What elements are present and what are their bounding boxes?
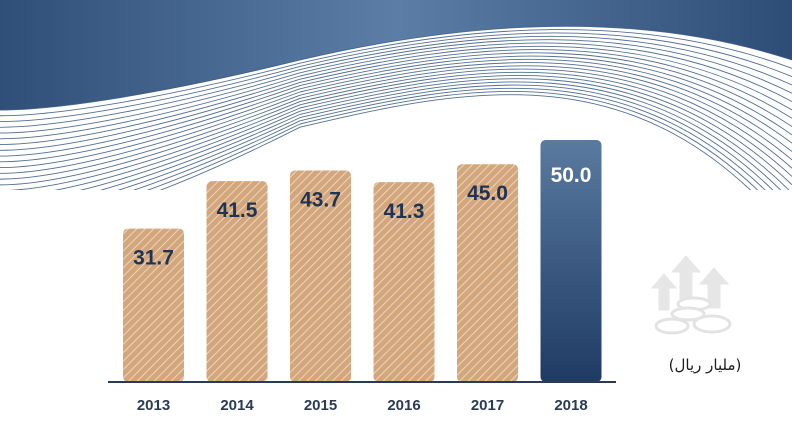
bar-value-label: 50.0 [551, 164, 592, 187]
bar-2017 [457, 164, 518, 382]
wave-line [53, 75, 792, 190]
wave-line [0, 52, 792, 157]
x-axis-ticks: 2013 2014 2015 2016 2017 2018 [137, 397, 588, 414]
x-tick-label: 2017 [471, 397, 504, 414]
bar-value-label: 31.7 [133, 247, 174, 270]
wave-line [0, 29, 792, 117]
bar-2013 [123, 228, 184, 382]
bar-2018 [540, 140, 602, 382]
wave-line [146, 91, 759, 190]
wave-line [99, 81, 782, 190]
bar-value-label: 41.3 [384, 200, 425, 223]
wave-line [0, 42, 792, 140]
coins-arrows-icon [650, 255, 732, 335]
wave-line [0, 39, 792, 134]
bar-2014 [206, 181, 268, 382]
bar-2016 [373, 182, 435, 382]
wave-line [0, 49, 792, 151]
wave-lines [0, 25, 792, 190]
wave-line [0, 32, 792, 122]
x-tick-label: 2018 [554, 397, 587, 414]
header-banner [0, 0, 792, 190]
bar-value-label: 43.7 [300, 188, 341, 211]
wave-line [159, 94, 751, 190]
x-tick-label: 2014 [220, 397, 254, 414]
wave-line [0, 55, 792, 163]
wave-line [0, 45, 792, 146]
wave-line [0, 68, 792, 186]
wave-line [0, 65, 792, 180]
x-tick-label: 2015 [304, 397, 337, 414]
wave-line [0, 25, 792, 111]
wave-line [117, 84, 774, 190]
x-tick-label: 2016 [387, 397, 420, 414]
wave-line [0, 58, 792, 169]
bar-2015 [290, 170, 351, 382]
wave-line [79, 78, 790, 190]
banner-fill [0, 0, 792, 110]
wave-line [0, 35, 792, 128]
bars: 31.7 41.5 43.7 41.3 45.0 50.0 [123, 140, 602, 382]
wave-line [132, 87, 766, 190]
x-tick-label: 2013 [137, 397, 170, 414]
bar-value-label: 45.0 [467, 182, 508, 205]
unit-label: (مليار ريال) [668, 356, 742, 374]
wave-line [0, 62, 792, 174]
bar-value-label: 41.5 [217, 199, 258, 222]
wave-line [6, 71, 792, 190]
